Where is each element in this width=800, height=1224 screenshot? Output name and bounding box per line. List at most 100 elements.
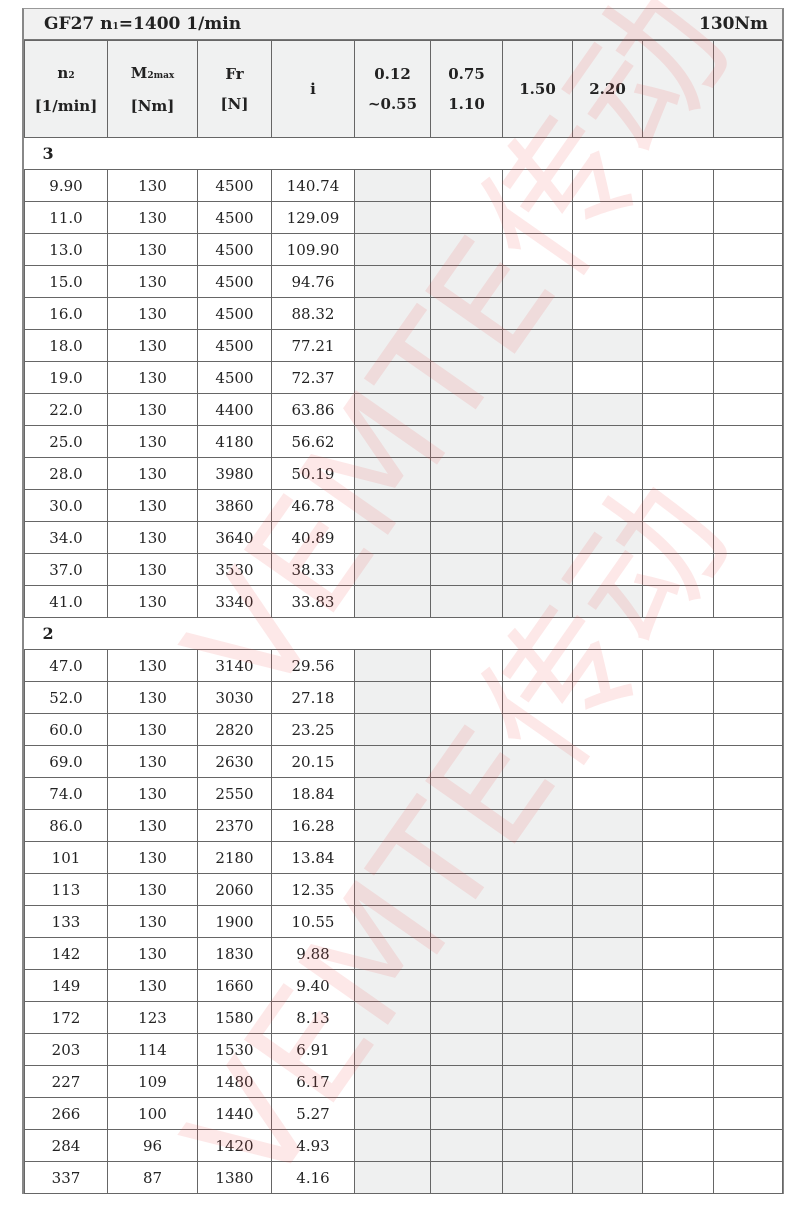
header-line1: M <box>130 63 148 82</box>
table-row: 101 130 2180 13.84 <box>24 841 783 874</box>
table-row: 74.0 130 2550 18.84 <box>24 777 783 810</box>
motor-power-cell <box>572 361 643 394</box>
cell-m2: 130 <box>107 553 198 586</box>
motor-power-cell <box>642 521 714 554</box>
motor-power-cell <box>502 585 573 618</box>
motor-power-cell <box>713 265 783 298</box>
motor-power-cell <box>430 361 503 394</box>
motor-power-cell <box>642 873 714 906</box>
n1-subscript: 1 <box>112 22 119 32</box>
cell-i: 8.13 <box>271 1001 355 1034</box>
motor-power-cell <box>713 1129 783 1162</box>
cell-fr: 1480 <box>197 1065 272 1098</box>
cell-n2: 60.0 <box>24 713 108 746</box>
motor-power-cell <box>430 1001 503 1034</box>
motor-power-cell <box>642 713 714 746</box>
motor-power-cell <box>502 841 573 874</box>
cell-i: 20.15 <box>271 745 355 778</box>
cell-m2: 130 <box>107 873 198 906</box>
motor-power-cell <box>430 873 503 906</box>
cell-fr: 1380 <box>197 1161 272 1194</box>
motor-power-cell <box>430 969 503 1002</box>
motor-power-cell <box>430 681 503 714</box>
cell-n2: 41.0 <box>24 585 108 618</box>
cell-fr: 4400 <box>197 393 272 426</box>
motor-power-cell <box>502 425 573 458</box>
motor-power-cell <box>572 873 643 906</box>
cell-m2: 130 <box>107 169 198 202</box>
header-line2: [N] <box>220 95 249 113</box>
cell-n2: 101 <box>24 841 108 874</box>
cell-fr: 1660 <box>197 969 272 1002</box>
cell-n2: 69.0 <box>24 745 108 778</box>
motor-power-cell <box>354 809 431 842</box>
motor-power-cell <box>713 713 783 746</box>
motor-power-cell <box>713 1097 783 1130</box>
motor-power-cell <box>713 905 783 938</box>
cell-i: 77.21 <box>271 329 355 362</box>
motor-power-cell <box>713 745 783 778</box>
motor-power-cell <box>713 873 783 906</box>
motor-power-cell <box>713 233 783 266</box>
cell-i: 50.19 <box>271 457 355 490</box>
cell-n2: 28.0 <box>24 457 108 490</box>
cell-m2: 130 <box>107 585 198 618</box>
cell-n2: 34.0 <box>24 521 108 554</box>
motor-power-cell <box>642 745 714 778</box>
header-line1: 0.75 <box>448 65 485 83</box>
motor-power-cell <box>354 393 431 426</box>
cell-fr: 1420 <box>197 1129 272 1162</box>
motor-power-cell <box>572 585 643 618</box>
motor-power-cell <box>642 169 714 202</box>
motor-power-cell <box>502 681 573 714</box>
motor-power-cell <box>713 841 783 874</box>
motor-power-cell <box>572 1065 643 1098</box>
column-header: 0.75 1.10 <box>430 40 503 138</box>
motor-power-cell <box>572 969 643 1002</box>
motor-power-cell <box>642 297 714 330</box>
cell-n2: 86.0 <box>24 809 108 842</box>
motor-power-cell <box>502 1065 573 1098</box>
motor-power-cell <box>354 713 431 746</box>
motor-power-cell <box>642 329 714 362</box>
motor-power-cell <box>502 809 573 842</box>
motor-power-cell <box>713 1065 783 1098</box>
motor-power-cell <box>354 585 431 618</box>
cell-m2: 130 <box>107 777 198 810</box>
cell-fr: 2370 <box>197 809 272 842</box>
motor-power-cell <box>354 553 431 586</box>
motor-power-cell <box>502 489 573 522</box>
motor-power-cell <box>572 329 643 362</box>
motor-power-cell <box>354 457 431 490</box>
header-subscript: 2 <box>68 70 75 81</box>
cell-n2: 9.90 <box>24 169 108 202</box>
cell-fr: 1440 <box>197 1097 272 1130</box>
cell-m2: 130 <box>107 681 198 714</box>
cell-fr: 3980 <box>197 457 272 490</box>
motor-power-cell <box>354 233 431 266</box>
motor-power-cell <box>502 361 573 394</box>
cell-m2: 130 <box>107 969 198 1002</box>
column-header <box>642 40 714 138</box>
motor-power-cell <box>642 1097 714 1130</box>
cell-i: 27.18 <box>271 681 355 714</box>
cell-n2: 13.0 <box>24 233 108 266</box>
motor-power-cell <box>502 905 573 938</box>
motor-power-cell <box>354 425 431 458</box>
table-row: 172 123 1580 8.13 <box>24 1001 783 1034</box>
motor-power-cell <box>430 169 503 202</box>
motor-power-cell <box>354 1097 431 1130</box>
cell-n2: 16.0 <box>24 297 108 330</box>
motor-power-cell <box>354 489 431 522</box>
motor-power-cell <box>572 745 643 778</box>
motor-power-cell <box>713 969 783 1002</box>
motor-power-cell <box>430 489 503 522</box>
table-row: 22.0 130 4400 63.86 <box>24 393 783 426</box>
cell-fr: 2180 <box>197 841 272 874</box>
motor-power-cell <box>354 873 431 906</box>
cell-n2: 337 <box>24 1161 108 1194</box>
cell-i: 72.37 <box>271 361 355 394</box>
motor-power-cell <box>642 553 714 586</box>
motor-power-cell <box>430 841 503 874</box>
table-row: 142 130 1830 9.88 <box>24 937 783 970</box>
